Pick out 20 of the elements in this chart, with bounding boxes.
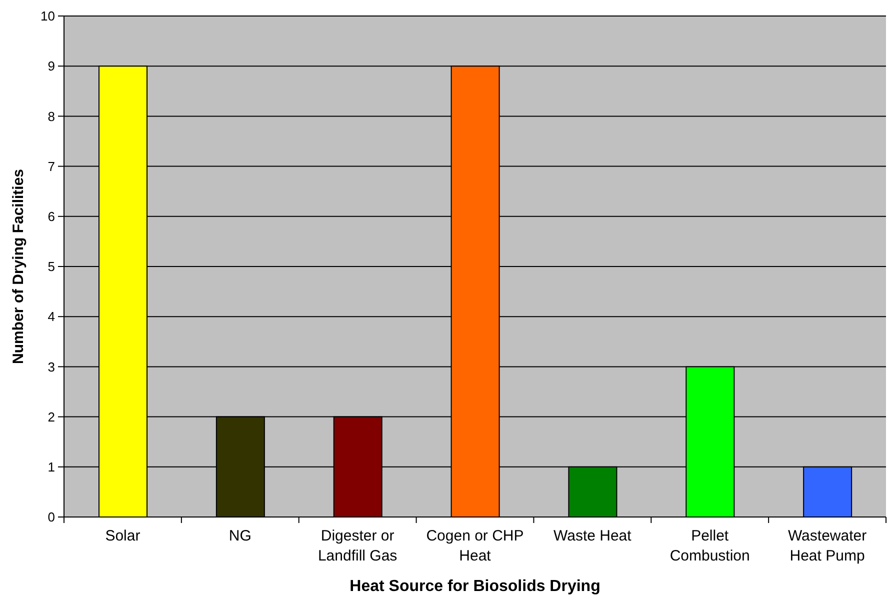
x-tick-label: NG [228,528,252,545]
y-tick-label: 5 [48,259,55,274]
x-tick-label: Waste Heat [554,528,632,545]
x-tick-label: Cogen or CHP Heat [426,528,524,565]
y-tick-label: 1 [48,460,55,475]
y-tick-label: 6 [48,209,55,224]
y-axis-title: Number of Drying Facilities [10,168,26,364]
x-tick-label: Pellet Combustion [670,528,750,565]
y-tick-label: 2 [48,409,55,424]
y-tick-label: 3 [48,359,55,374]
x-axis-title: Heat Source for Biosolids Drying [350,578,600,595]
y-tick-label: 4 [48,309,55,324]
x-tick-label: Solar [105,528,140,545]
y-tick-label: 7 [48,158,55,174]
y-tick-label: 10 [40,8,55,24]
y-tick-label: 8 [48,108,55,124]
y-tick-label: 9 [48,58,55,74]
x-tick-label: Wastewater Heat Pump [788,528,867,565]
x-tick-label: Digester or Landfill Gas [318,528,398,565]
y-tick-label: 0 [48,510,55,525]
